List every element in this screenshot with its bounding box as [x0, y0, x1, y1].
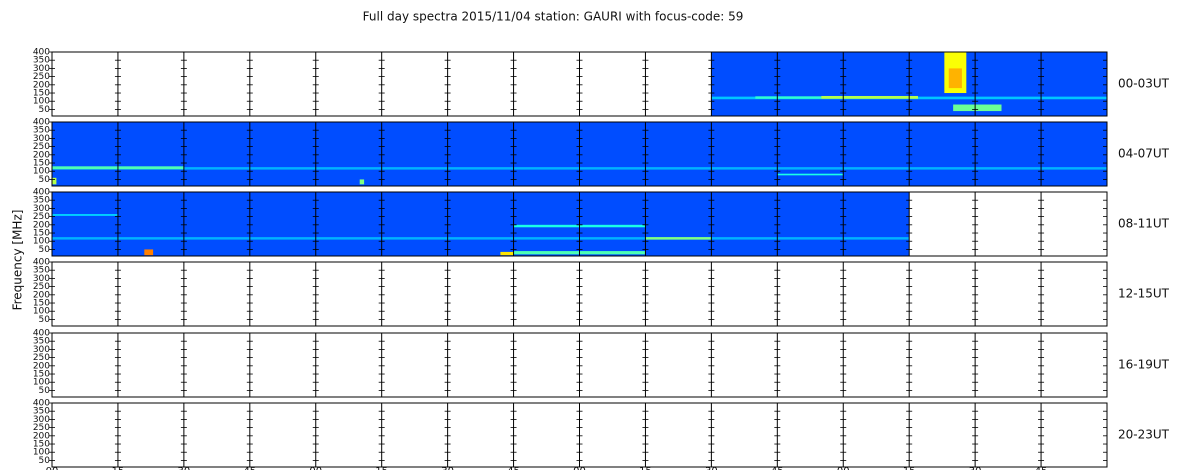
y-tick-label: 150	[33, 89, 50, 99]
y-tick-label: 100	[33, 97, 50, 107]
y-tick-label: 150	[33, 159, 50, 169]
emission	[52, 237, 910, 240]
y-tick-label: 250	[33, 142, 50, 152]
y-tick-label: 250	[33, 282, 50, 292]
emission	[953, 104, 1002, 112]
panel-frame	[51, 191, 1108, 257]
row-label: 00-03UT	[1118, 77, 1170, 91]
y-tick-label: 350	[33, 407, 50, 417]
panel-frame	[51, 51, 1108, 117]
y-tick-label: 200	[33, 80, 50, 90]
emission	[821, 95, 918, 99]
y-tick-label: 50	[39, 175, 51, 185]
y-axis-label: Frequency [MHz]	[11, 210, 25, 311]
y-tick-label: 350	[33, 56, 50, 66]
y-tick-label: 100	[33, 307, 50, 317]
y-tick-label: 350	[33, 196, 50, 206]
y-tick-label: 200	[33, 150, 50, 160]
y-tick-label: 400	[33, 258, 50, 268]
emission	[777, 173, 844, 176]
row-label: 08-11UT	[1118, 217, 1170, 231]
spectrum-coverage	[52, 192, 910, 256]
y-tick-label: 150	[33, 440, 50, 450]
panel-frame	[51, 261, 1108, 327]
emission	[52, 177, 57, 185]
y-tick-label: 300	[33, 64, 50, 74]
panel-frame	[51, 332, 1108, 398]
emission	[755, 96, 822, 99]
panel-frame	[51, 402, 1108, 468]
y-tick-label: 50	[39, 386, 51, 396]
row-label: 12-15UT	[1118, 287, 1170, 301]
y-tick-label: 300	[33, 274, 50, 284]
y-tick-label: 250	[33, 72, 50, 82]
y-tick-label: 200	[33, 220, 50, 230]
y-tick-label: 150	[33, 299, 50, 309]
y-tick-label: 400	[33, 399, 50, 409]
row-label: 04-07UT	[1118, 147, 1170, 161]
y-tick-label: 50	[39, 456, 51, 466]
y-tick-label: 250	[33, 423, 50, 433]
y-tick-label: 100	[33, 237, 50, 247]
y-tick-label: 400	[33, 188, 50, 198]
y-tick-label: 200	[33, 290, 50, 300]
y-tick-label: 250	[33, 212, 50, 222]
y-tick-label: 50	[39, 245, 51, 255]
y-tick-label: 200	[33, 431, 50, 441]
y-tick-label: 350	[33, 337, 50, 347]
row-label: 16-19UT	[1118, 358, 1170, 372]
emission	[359, 179, 365, 185]
y-tick-label: 400	[33, 118, 50, 128]
y-tick-label: 300	[33, 134, 50, 144]
panel-frame	[51, 121, 1108, 187]
y-tick-label: 200	[33, 361, 50, 371]
y-tick-label: 100	[33, 167, 50, 177]
y-tick-label: 350	[33, 126, 50, 136]
chart-title: Full day spectra 2015/11/04 station: GAU…	[363, 10, 744, 24]
y-tick-label: 50	[39, 315, 51, 325]
y-tick-label: 150	[33, 229, 50, 239]
emission	[52, 214, 118, 216]
y-tick-label: 50	[39, 105, 51, 115]
y-tick-label: 300	[33, 204, 50, 214]
emission	[948, 68, 962, 89]
emission	[144, 249, 154, 256]
y-tick-label: 350	[33, 266, 50, 276]
emission	[500, 251, 514, 256]
y-tick-label: 150	[33, 370, 50, 380]
y-tick-label: 100	[33, 448, 50, 458]
y-tick-label: 250	[33, 353, 50, 363]
y-tick-label: 100	[33, 378, 50, 388]
y-tick-label: 300	[33, 415, 50, 425]
row-label: 20-23UT	[1118, 428, 1170, 442]
y-tick-label: 300	[33, 345, 50, 355]
emission	[645, 237, 712, 240]
y-tick-label: 400	[33, 329, 50, 339]
y-tick-label: 400	[33, 48, 50, 58]
